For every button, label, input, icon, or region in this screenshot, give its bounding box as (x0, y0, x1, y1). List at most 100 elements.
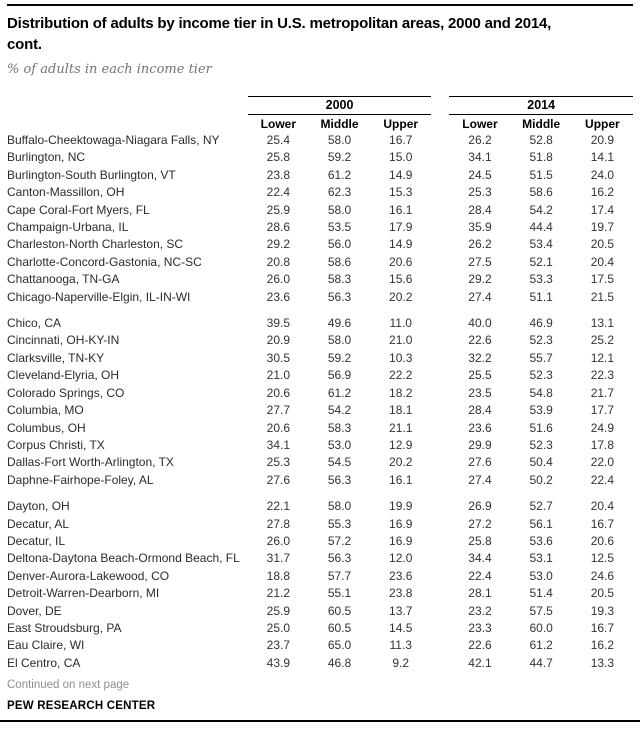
value-cell: 20.4 (590, 254, 615, 269)
value-cell: 20.2 (389, 455, 413, 470)
value-cell: 18.8 (266, 568, 291, 583)
source-label: PEW RESEARCH CENTER (7, 700, 156, 713)
value-cell: 51.5 (529, 167, 553, 182)
value-cell: 46.8 (327, 655, 352, 670)
value-cell: 54.2 (529, 202, 553, 217)
bottom-divider (0, 720, 640, 722)
value-cell: 25.8 (266, 150, 291, 165)
metro-name-cell: Chattanooga, TN-GA (7, 272, 120, 287)
value-cell: 57.5 (529, 603, 553, 618)
group-spacer-row (7, 306, 633, 315)
value-cell: 39.5 (266, 316, 291, 331)
value-cell: 26.2 (468, 133, 492, 147)
value-cell: 12.1 (590, 350, 615, 365)
metro-name-cell: Burlington, NC (7, 150, 86, 165)
value-cell: 58.0 (327, 202, 352, 217)
value-cell: 14.9 (389, 237, 413, 252)
value-cell: 28.4 (468, 403, 492, 418)
group-gap-cell (431, 385, 449, 402)
value-cell: 32.2 (468, 350, 492, 365)
value-cell: 21.0 (266, 368, 291, 383)
value-cell: 20.6 (389, 254, 413, 269)
value-cell: 53.0 (529, 568, 553, 583)
value-cell: 60.5 (327, 620, 352, 635)
value-cell: 24.6 (590, 568, 615, 583)
value-cell: 52.1 (529, 254, 553, 269)
table-row: Canton-Massillon, OH 22.4 62.3 15.3 25.3 58.6… (7, 184, 633, 201)
col-header-2000-lower: Lower (260, 117, 297, 131)
table-row: El Centro, CA 43.9 46.8 9.2 42.1 44.7 13.3 (7, 655, 633, 672)
metro-name-cell: Charlotte-Concord-Gastonia, NC-SC (7, 254, 202, 269)
value-cell: 52.3 (529, 368, 553, 383)
value-cell: 27.4 (468, 289, 492, 304)
value-cell: 21.2 (266, 586, 291, 601)
table-row: Daphne-Fairhope-Foley, AL 27.6 56.3 16.1 27.… (7, 472, 633, 489)
table-row: Corpus Christi, TX 34.1 53.0 12.9 29.9 52.3 17… (7, 437, 633, 454)
value-cell: 22.1 (266, 499, 291, 514)
value-cell: 57.2 (327, 533, 352, 548)
metro-name-cell: Charleston-North Charleston, SC (7, 237, 184, 252)
value-cell: 10.3 (389, 350, 413, 365)
value-cell: 29.2 (468, 272, 492, 287)
col-header-2014-upper: Upper (585, 117, 620, 131)
value-cell: 25.5 (468, 368, 492, 383)
value-cell: 23.6 (468, 420, 492, 435)
value-cell: 24.5 (468, 167, 492, 182)
value-cell: 16.2 (590, 638, 615, 653)
value-cell: 34.1 (468, 150, 492, 165)
value-cell: 25.2 (590, 333, 615, 348)
value-cell: 16.7 (590, 516, 615, 531)
value-cell: 27.6 (266, 472, 291, 487)
group-gap-cell (431, 498, 449, 515)
value-cell: 28.1 (468, 586, 492, 601)
value-cell: 20.2 (389, 289, 413, 304)
group-gap-cell (431, 289, 449, 306)
metro-name-cell: Detroit-Warren-Dearborn, MI (7, 586, 160, 601)
table-row: Columbus, OH 20.6 58.3 21.1 23.6 51.6 24.9 (7, 420, 633, 437)
value-cell: 25.8 (468, 533, 492, 548)
value-cell: 27.7 (266, 403, 291, 418)
value-cell: 13.1 (590, 316, 615, 331)
value-cell: 23.2 (468, 603, 492, 618)
table-row: Colorado Springs, CO 20.6 61.2 18.2 23.5 54.8… (7, 385, 633, 402)
group-gap-cell (431, 350, 449, 367)
metro-name-cell: Daphne-Fairhope-Foley, AL (7, 472, 154, 487)
tier-header-row: Lower Middle Upper Lower Middle Upper (7, 115, 633, 133)
value-cell: 56.0 (327, 237, 352, 252)
value-cell: 27.8 (266, 516, 291, 531)
value-cell: 22.6 (468, 333, 492, 348)
table-row: Denver-Aurora-Lakewood, CO 18.8 57.7 23.6 22… (7, 568, 633, 585)
value-cell: 62.3 (327, 185, 352, 200)
value-cell: 16.2 (590, 185, 615, 200)
value-cell: 58.0 (327, 333, 352, 348)
metro-name-cell: Dayton, OH (7, 499, 70, 514)
value-cell: 17.5 (590, 272, 615, 287)
value-cell: 19.7 (590, 220, 615, 235)
group-gap-cell (431, 603, 449, 620)
income-tier-table: 2000 2014 Lower Middle Upper Lower Middl… (7, 96, 633, 672)
empty-corner-cell (7, 115, 248, 133)
value-cell: 24.0 (590, 167, 615, 182)
value-cell: 16.9 (389, 516, 413, 531)
group-gap-cell (431, 550, 449, 567)
value-cell: 58.0 (327, 499, 352, 514)
value-cell: 50.2 (529, 472, 553, 487)
year-group-2014: 2014 (449, 96, 633, 115)
value-cell: 58.0 (327, 133, 352, 147)
metro-name-cell: Chicago-Naperville-Elgin, IL-IN-WI (7, 289, 191, 304)
value-cell: 53.6 (529, 533, 553, 548)
value-cell: 51.1 (529, 289, 553, 304)
value-cell: 14.5 (389, 620, 413, 635)
value-cell: 44.7 (529, 655, 553, 670)
value-cell: 17.8 (590, 437, 615, 452)
metro-name-cell: Dover, DE (7, 603, 62, 618)
value-cell: 52.3 (529, 437, 553, 452)
table-row: Dallas-Fort Worth-Arlington, TX 25.3 54.5 2… (7, 454, 633, 471)
value-cell: 58.3 (327, 420, 352, 435)
value-cell: 34.1 (266, 437, 291, 452)
value-cell: 25.3 (468, 185, 492, 200)
value-cell: 53.9 (529, 403, 553, 418)
value-cell: 59.2 (327, 150, 352, 165)
value-cell: 17.9 (389, 220, 413, 235)
value-cell: 35.9 (468, 220, 492, 235)
